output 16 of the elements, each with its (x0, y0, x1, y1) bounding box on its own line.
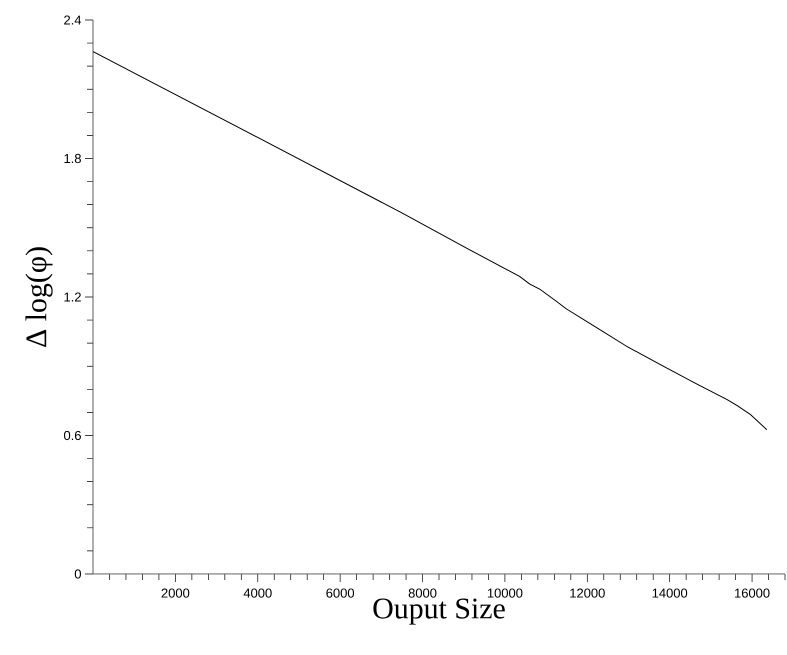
y-axis-title: Δ log(φ) (25, 247, 53, 347)
x-tick-label: 14000 (652, 588, 688, 598)
x-axis-title: Ouput Size (373, 598, 505, 625)
y-tick-label: 2.4 (64, 15, 82, 25)
x-tick-label: 16000 (735, 588, 770, 598)
line-series (93, 51, 768, 430)
x-tick-label: 12000 (570, 588, 605, 598)
x-tick-label: 8000 (408, 588, 436, 598)
x-tick-label: 6000 (326, 588, 354, 598)
x-tick-label: 2000 (162, 588, 190, 598)
x-tick-label: 10000 (488, 588, 522, 598)
y-tick-label: 0 (74, 569, 81, 579)
x-tick-label: 4000 (244, 588, 272, 598)
y-tick-label: 1.8 (64, 154, 81, 164)
y-tick-label: 1.2 (64, 292, 81, 302)
y-tick-label: 0.6 (64, 430, 81, 440)
